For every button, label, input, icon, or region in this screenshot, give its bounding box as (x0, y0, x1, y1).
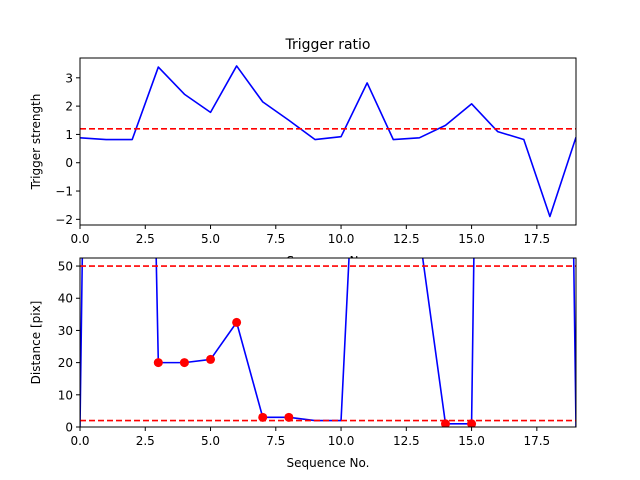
top-series-line-0 (80, 65, 576, 218)
bottom-marker-point (206, 354, 216, 364)
bottom-y-tick-label: 30 (58, 324, 73, 338)
top-y-tick-label: 3 (65, 71, 73, 85)
bottom-marker-point (179, 358, 189, 368)
bottom-plot-background (80, 258, 576, 427)
top-y-tick-label: −2 (55, 213, 73, 227)
bottom-series-line-0 (80, 258, 576, 427)
top-x-tick-label: 0.0 (70, 232, 89, 246)
bottom-marker-point (284, 412, 294, 422)
bottom-x-tick-label: 2.5 (136, 434, 155, 448)
top-x-tick-label: 7.5 (266, 232, 285, 246)
top-axes-frame (79, 57, 577, 226)
top-x-tick-label: 10.0 (328, 232, 355, 246)
bottom-marker-point (232, 317, 242, 327)
top-plot-area (80, 65, 576, 218)
bottom-x-tick-label: 15.0 (458, 434, 485, 448)
top-chart-title: Trigger ratio (284, 37, 370, 53)
top-x-tick-label: 5.0 (201, 232, 220, 246)
top-x-tick-label: 15.0 (458, 232, 485, 246)
bottom-x-tick-label: 7.5 (266, 434, 285, 448)
top-y-tick-label: 2 (65, 100, 73, 114)
bottom-axes-frame (79, 257, 577, 428)
bottom-chart: 0.0 2.5 5.0 7.5 10.0 12.5 15.0 17.5 0 10 20 30 40 50 S… (29, 257, 577, 470)
top-x-tick-label: 12.5 (393, 232, 420, 246)
bottom-marker-point (153, 358, 163, 368)
bottom-marker-point (467, 419, 477, 427)
top-y-tick-label: −1 (55, 185, 73, 199)
bottom-y-tick-label: 10 (58, 388, 73, 402)
bottom-y-tick-label: 0 (65, 421, 73, 435)
bottom-marker-point (258, 412, 268, 422)
bottom-y-tick-label: 20 (58, 356, 73, 370)
bottom-x-tick-label: 0.0 (70, 434, 89, 448)
top-y-tick-label: 0 (65, 156, 73, 170)
bottom-y-tick-label: 40 (58, 292, 73, 306)
bottom-x-tick-label: 10.0 (328, 434, 355, 448)
top-x-tick-label: 2.5 (136, 232, 155, 246)
bottom-y-tick-label: 50 (58, 260, 73, 274)
bottom-x-axis-label: Sequence No. (287, 456, 370, 470)
top-y-axis-label: Trigger strength (29, 94, 43, 191)
bottom-x-tick-label: 12.5 (393, 434, 420, 448)
bottom-plot-area (80, 258, 576, 427)
bottom-x-tick-label: 5.0 (201, 434, 220, 448)
bottom-marker-point (440, 419, 450, 427)
top-x-tick-label: 17.5 (523, 232, 550, 246)
top-y-tick-label: 1 (65, 128, 73, 142)
bottom-y-axis-label: Distance [pix] (29, 301, 43, 385)
bottom-x-tick-label: 17.5 (523, 434, 550, 448)
